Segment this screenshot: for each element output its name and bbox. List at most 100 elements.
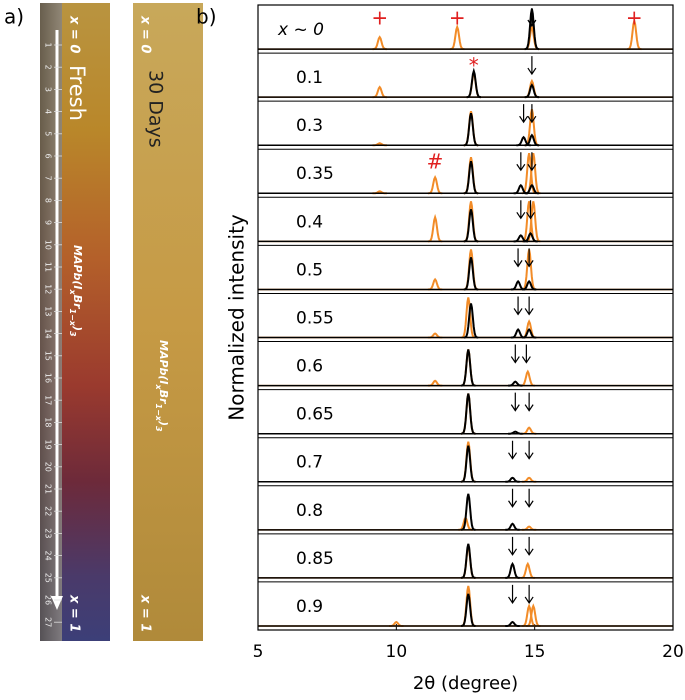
arrow — [527, 104, 537, 124]
strip-bottom-label: x = 1 — [67, 594, 82, 632]
ruler-label: 7 — [44, 176, 53, 181]
ruler-label: 11 — [44, 262, 53, 272]
peak — [510, 328, 526, 339]
arrow — [516, 152, 526, 172]
formula-part: 1−x — [68, 309, 77, 327]
peak — [524, 133, 540, 147]
peak — [463, 201, 479, 243]
y-axis-title: Normalized intensity — [225, 214, 249, 421]
ruler-label: 23 — [44, 528, 53, 538]
x-tick-label: 5 — [253, 642, 264, 662]
row-label: 0.8 — [296, 501, 323, 521]
ruler-label: 18 — [44, 417, 53, 427]
arrow — [519, 104, 529, 124]
arrow — [510, 392, 520, 412]
formula-part: Br — [157, 390, 170, 404]
panel-label: a) — [4, 5, 24, 29]
peak — [508, 380, 523, 387]
peak — [461, 493, 476, 531]
arrow — [524, 392, 534, 412]
arrow — [508, 584, 518, 605]
row-label: 0.5 — [296, 260, 323, 280]
x-tick-label: 15 — [524, 642, 546, 662]
peak — [508, 430, 523, 435]
peak — [505, 561, 520, 579]
ruler-label: 3 — [44, 87, 53, 92]
row-label: 0.55 — [296, 308, 334, 328]
ruler-label: 10 — [44, 240, 53, 250]
x-tick-label: 10 — [386, 642, 408, 662]
ruler-label: 1 — [44, 42, 53, 47]
ruler-label: 2 — [44, 65, 53, 70]
formula-part: 3 — [154, 426, 163, 432]
ruler-label: 4 — [44, 109, 53, 114]
arrow — [513, 296, 523, 316]
arrow — [527, 8, 537, 28]
ruler-label: 24 — [44, 551, 53, 561]
arrow — [508, 440, 518, 460]
ruler-label: 17 — [44, 395, 53, 405]
peak — [466, 67, 481, 99]
ruler-label: 8 — [44, 198, 53, 203]
ruler-label: 19 — [44, 440, 53, 450]
arrow — [508, 488, 518, 508]
gradient-arrowhead — [51, 596, 63, 610]
peak — [505, 522, 520, 531]
peak — [505, 620, 520, 627]
peak — [463, 249, 479, 291]
ruler-label: 27 — [44, 617, 53, 627]
formula-part: x — [68, 289, 77, 296]
row-label: 0.1 — [296, 68, 323, 88]
peak — [520, 561, 535, 579]
peak — [427, 277, 443, 291]
arrow — [510, 344, 520, 364]
row-label: 0.4 — [296, 212, 323, 232]
ruler-label: 9 — [44, 220, 53, 225]
ruler-label: 21 — [44, 484, 53, 494]
peak — [427, 213, 443, 243]
ruler-label: 22 — [44, 506, 53, 516]
peak — [524, 83, 540, 99]
formula-part: Br — [71, 295, 84, 309]
peak — [372, 85, 388, 99]
peak — [460, 543, 476, 579]
row-label: 0.7 — [296, 453, 323, 473]
strip-title: 30 Days — [145, 70, 167, 148]
ruler-label: 14 — [44, 329, 53, 339]
formula-part: MAPb(I — [157, 340, 170, 385]
peak — [449, 23, 465, 51]
row-label: 0.3 — [296, 116, 323, 136]
formula-part: 1−x — [154, 404, 163, 422]
ruler-label: 15 — [44, 351, 53, 361]
arrow — [527, 152, 537, 172]
row-label: 0.6 — [296, 357, 323, 377]
strip-top-label: x = 0 — [67, 15, 82, 53]
strip-top-label: x = 0 — [138, 15, 153, 53]
peak — [521, 328, 537, 339]
arrow — [524, 248, 534, 268]
x-tick-label: 20 — [662, 642, 684, 662]
ruler-label: 12 — [44, 284, 53, 294]
arrow — [524, 440, 534, 460]
peak-marker: + — [449, 6, 466, 30]
formula-part: ) — [71, 325, 84, 331]
peak — [463, 160, 479, 195]
arrow — [508, 536, 518, 556]
panel-label: b) — [196, 5, 217, 29]
peak-marker: + — [626, 6, 643, 30]
formula-part: MAPb(I — [71, 245, 84, 290]
peak-marker: # — [427, 150, 444, 174]
arrow — [513, 248, 523, 268]
ruler-label: 25 — [44, 573, 53, 583]
peak — [461, 545, 476, 579]
peak — [461, 297, 476, 339]
x-axis-title: 2θ (degree) — [413, 673, 518, 694]
row-label: x ~ 0 — [277, 20, 324, 40]
row-label: 0.35 — [296, 164, 334, 184]
arrow — [526, 200, 536, 220]
peak — [372, 35, 387, 51]
peak — [463, 257, 479, 291]
peak — [427, 174, 443, 195]
plot-frame — [257, 4, 674, 631]
ruler-label: 13 — [44, 306, 53, 316]
